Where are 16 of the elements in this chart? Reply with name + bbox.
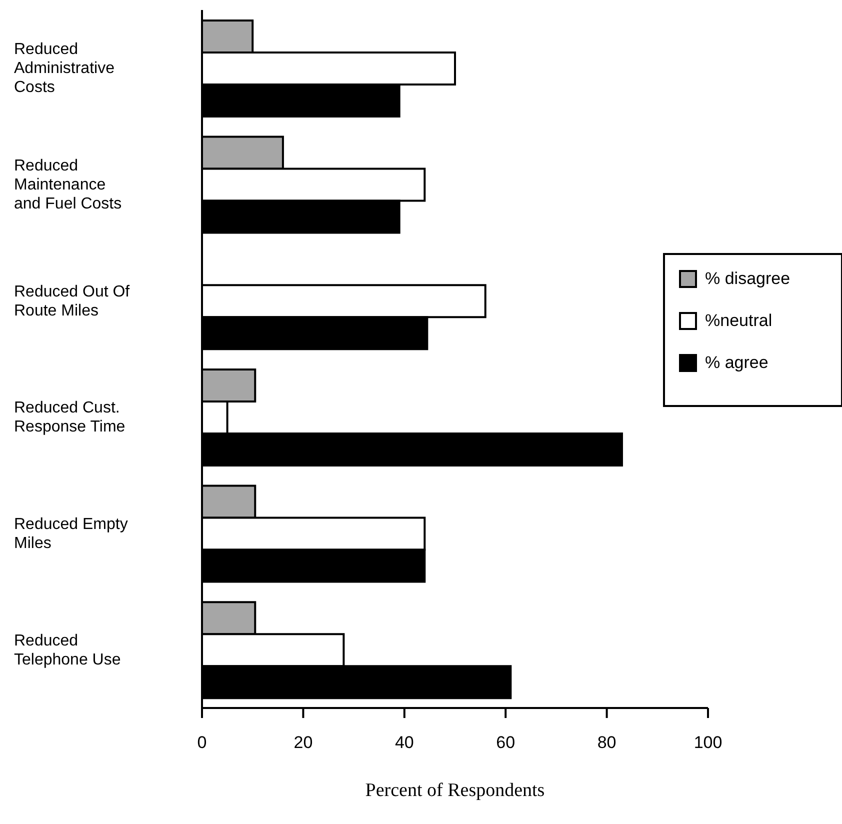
x-tick-label: 80 — [597, 733, 616, 752]
x-tick-label: 0 — [197, 733, 207, 752]
y-tick-label: Reduced Telephone Use — [14, 632, 121, 668]
x-axis-title: Percent of Respondents — [365, 780, 545, 801]
y-tick-label: Reduced Cust. Response Time — [14, 400, 126, 436]
x-tick-label: 100 — [694, 733, 722, 752]
x-tick-label: 40 — [394, 733, 414, 752]
y-tick-label: Reduced Maintenance and Fuel Costs — [14, 158, 122, 212]
x-tick-label: 60 — [496, 733, 516, 752]
legend-label: % disagree — [705, 269, 790, 289]
legend-label: % agree — [705, 353, 768, 373]
y-tick-label: Reduced Empty Miles — [14, 516, 128, 552]
x-tick-label: 20 — [294, 733, 313, 752]
legend-label: %neutral — [705, 311, 772, 331]
y-tick-label: Reduced Out Of Route Miles — [14, 283, 130, 320]
y-tick-label: Reduced Administrative Costs — [14, 41, 115, 96]
